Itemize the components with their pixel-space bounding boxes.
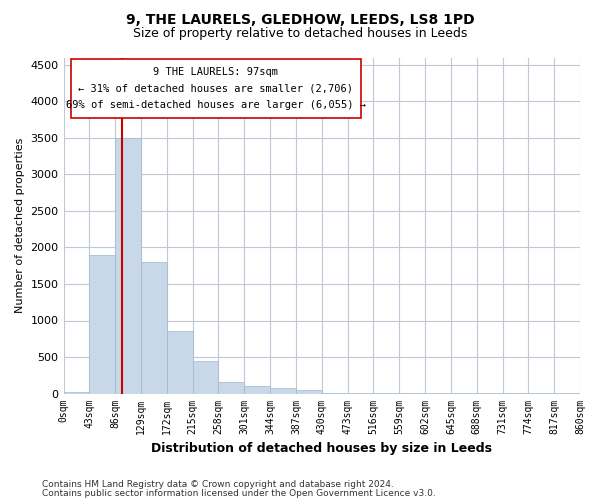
Text: 9 THE LAURELS: 97sqm: 9 THE LAURELS: 97sqm bbox=[154, 67, 278, 77]
Bar bbox=[64, 392, 89, 394]
Bar bbox=[347, 393, 373, 394]
Text: 9, THE LAURELS, GLEDHOW, LEEDS, LS8 1PD: 9, THE LAURELS, GLEDHOW, LEEDS, LS8 1PD bbox=[125, 12, 475, 26]
Bar bbox=[115, 138, 141, 394]
Text: 69% of semi-detached houses are larger (6,055) →: 69% of semi-detached houses are larger (… bbox=[66, 100, 366, 110]
X-axis label: Distribution of detached houses by size in Leeds: Distribution of detached houses by size … bbox=[151, 442, 492, 455]
Bar bbox=[244, 386, 270, 394]
Text: Contains public sector information licensed under the Open Government Licence v3: Contains public sector information licen… bbox=[42, 488, 436, 498]
Text: ← 31% of detached houses are smaller (2,706): ← 31% of detached houses are smaller (2,… bbox=[79, 84, 353, 94]
Bar bbox=[193, 360, 218, 394]
Bar bbox=[141, 262, 167, 394]
FancyBboxPatch shape bbox=[71, 59, 361, 118]
Bar bbox=[270, 388, 296, 394]
Text: Contains HM Land Registry data © Crown copyright and database right 2024.: Contains HM Land Registry data © Crown c… bbox=[42, 480, 394, 489]
Bar bbox=[296, 390, 322, 394]
Bar bbox=[373, 393, 399, 394]
Y-axis label: Number of detached properties: Number of detached properties bbox=[15, 138, 25, 313]
Bar bbox=[218, 382, 244, 394]
Bar bbox=[89, 255, 115, 394]
Text: Size of property relative to detached houses in Leeds: Size of property relative to detached ho… bbox=[133, 28, 467, 40]
Bar bbox=[322, 393, 347, 394]
Bar bbox=[167, 332, 193, 394]
